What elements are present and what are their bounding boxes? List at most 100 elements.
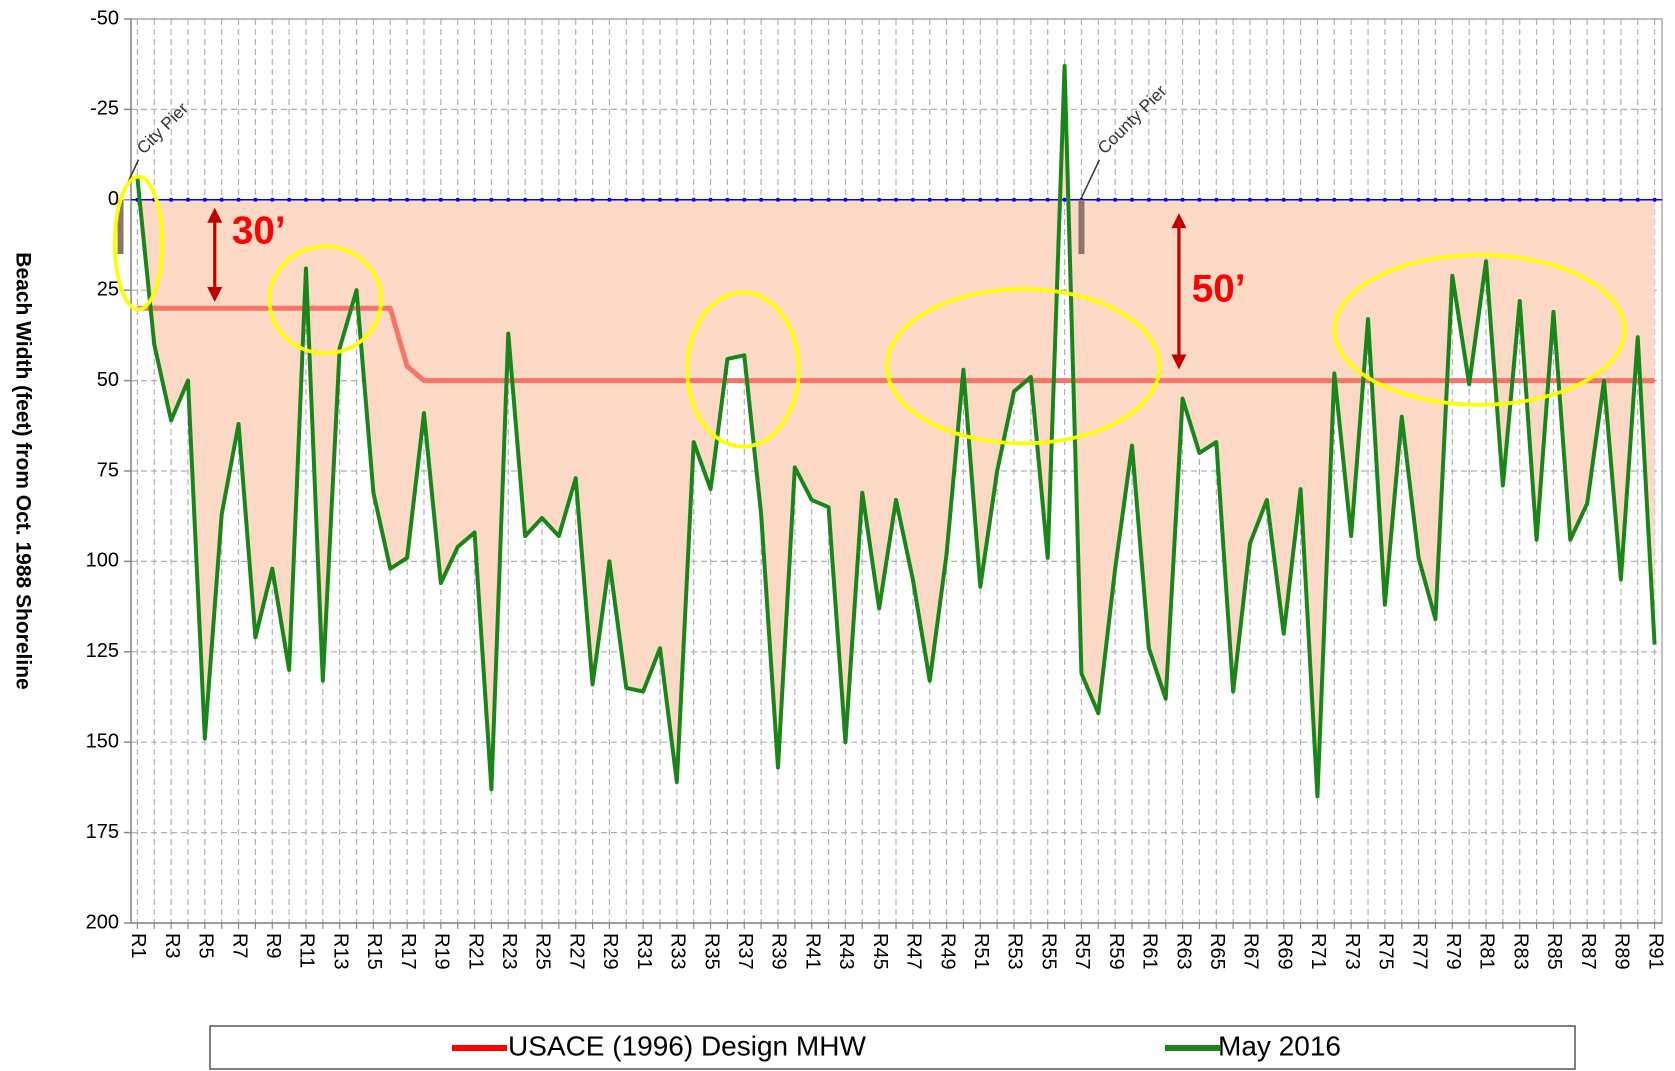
reference-marker [927,197,932,202]
highlight-ellipse [267,244,384,356]
reference-marker [708,197,713,202]
reference-marker [455,197,460,202]
x-tick-label: R13 [329,933,351,970]
x-tick-label: R73 [1341,933,1363,970]
reference-marker [1366,197,1371,202]
x-tick-label: R37 [734,933,756,970]
x-tick-label: R17 [397,933,419,970]
reference-marker [1197,197,1202,202]
x-tick-label: R9 [262,933,284,959]
reference-marker [236,197,241,202]
highlight-ellipse [113,174,165,312]
reference-marker [472,197,477,202]
reference-marker [1635,197,1640,202]
reference-marker [1484,197,1489,202]
reference-marker [1382,197,1387,202]
reference-marker [809,197,814,202]
reference-marker [303,197,308,202]
reference-marker [202,197,207,202]
reference-marker [1517,197,1522,202]
x-tick-label: R43 [835,933,857,970]
reference-marker [1062,197,1067,202]
reference-marker [860,197,865,202]
annotation-text: 50’ [1192,268,1246,311]
area [137,66,1655,797]
reference-marker [1500,197,1505,202]
reference-marker [523,197,528,202]
reference-marker [1399,197,1404,202]
reference-marker [641,197,646,202]
x-tick-label: R23 [498,933,520,970]
reference-marker [1231,197,1236,202]
reference-marker [995,197,1000,202]
reference-marker [1096,197,1101,202]
reference-marker [354,197,359,202]
reference-marker [1298,197,1303,202]
reference-marker [1281,197,1286,202]
reference-marker [1130,197,1135,202]
reference-marker [405,197,410,202]
x-tick-label: R57 [1071,933,1093,970]
reference-marker [1315,197,1320,202]
reference-marker [607,197,612,202]
reference-marker [961,197,966,202]
x-tick-label: R89 [1611,933,1633,970]
x-tick-label: R53 [1004,933,1026,970]
x-tick-label: R55 [1037,933,1059,970]
x-tick-label: R35 [700,933,722,970]
y-tick-label: -50 [90,7,119,29]
reference-marker [1618,197,1623,202]
reference-marker [388,197,393,202]
legend [209,1025,1576,1070]
y-tick-label: 50 [97,369,119,391]
annotations: 30’ 50’ [113,174,1627,449]
dimension-arrow [207,207,223,303]
y-tick-label: 200 [86,911,119,933]
x-tick-label: R7 [228,933,250,959]
x-tick-label: R47 [903,933,925,970]
reference-marker [1568,197,1573,202]
x-tick-label: R75 [1375,933,1397,970]
x-tick-label: R49 [936,933,958,970]
reference-marker [877,197,882,202]
reference-marker [185,197,190,202]
y-tick-label: 125 [86,640,119,662]
pier-pointer [1080,159,1101,199]
x-tick-label: R25 [532,933,554,970]
pier [1078,199,1085,255]
reference-marker [910,197,915,202]
reference-marker [1045,197,1050,202]
x-tick-label: R39 [768,933,790,970]
reference-marker [1433,197,1438,202]
plot-area: -50 -25 0 25 50 75 100 125 150 175 200 R1 R3 R5 R7 R9 R1… [86,7,1667,969]
reference-marker [287,197,292,202]
reference-marker [1028,197,1033,202]
y-tick-label: 150 [86,730,119,752]
reference-marker [1332,197,1337,202]
reference-marker [775,197,780,202]
reference-marker [1416,197,1421,202]
x-tick-label: R83 [1509,933,1531,970]
x-tick-label: R67 [1240,933,1262,970]
reference-marker [1180,197,1185,202]
x-tick-label: R59 [1105,933,1127,970]
x-tick-label: R29 [599,933,621,970]
reference-marker [1146,197,1151,202]
reference-marker [1652,197,1657,202]
reference-marker [539,197,544,202]
x-tick-label: R45 [869,933,891,970]
legend-label: USACE (1996) Design MHW [508,1030,866,1061]
reference-marker [894,197,898,202]
highlight-ellipse [884,287,1162,446]
reference-marker [1264,197,1269,202]
highlight-ellipse [685,290,801,449]
x-tick-label: R21 [464,933,486,970]
x-tick-label: R19 [431,933,453,970]
dimension-arrow [1171,213,1187,370]
x-tick-label: R61 [1139,933,1161,970]
x-tick-label: R85 [1543,933,1565,970]
reference-marker [1349,197,1354,202]
highlight-ellipse [1332,253,1627,407]
x-tick-label: R91 [1644,933,1666,970]
